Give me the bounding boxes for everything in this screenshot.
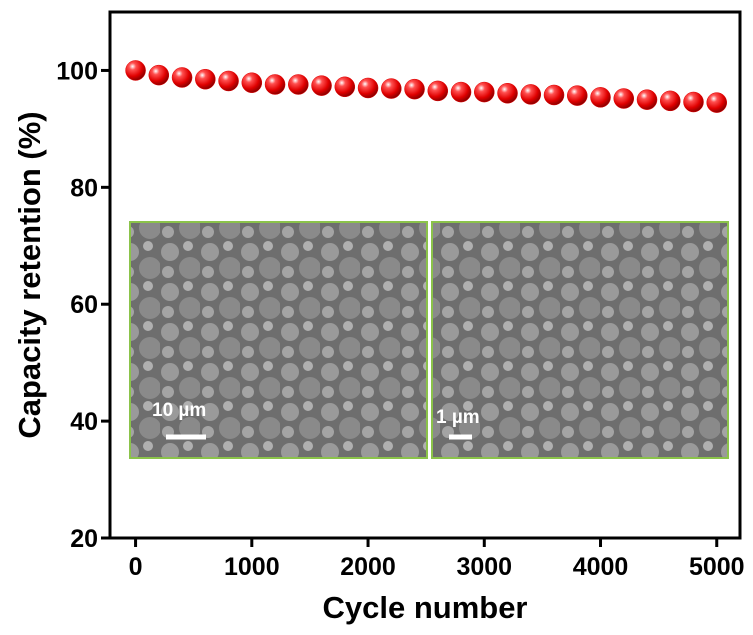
x-tick-label: 5000 [689,553,745,581]
data-point [218,70,239,92]
data-point [427,80,449,102]
y-tick-label: 80 [70,174,98,202]
y-tick-label: 40 [70,408,98,436]
x-tick-label: 0 [129,553,143,581]
data-point [311,75,332,96]
data-point [706,92,728,113]
data-point [357,77,379,99]
data-point [474,81,495,103]
data-point [171,67,193,88]
x-axis-title: Cycle number [322,590,527,625]
data-point [288,74,309,95]
data-point [450,81,472,103]
data-point [520,84,542,105]
data-point [590,87,611,108]
inset-right: 1 µm [431,221,729,459]
sem-image [129,221,428,459]
plot-frame [108,10,742,540]
sem-image [431,221,729,459]
y-axis-title: Capacity retention (%) [12,111,47,438]
x-tick-label: 3000 [456,553,512,581]
data-point [497,82,518,104]
data-point [195,68,216,90]
inset-left: 10 µm [129,221,428,459]
data-point [683,91,704,113]
y-tick-label: 20 [70,525,98,553]
data-point [381,78,402,99]
data-point [241,72,263,93]
data-point [125,60,146,81]
data-point [660,90,681,112]
data-point [404,78,425,100]
scale-label: 10 µm [152,400,206,421]
x-tick-label: 4000 [573,553,629,581]
data-point [264,74,286,95]
data-point [613,88,635,109]
y-tick-label: 60 [70,291,98,319]
y-tick-label: 100 [56,57,98,85]
scale-label: 1 µm [436,407,480,428]
data-point [543,84,565,106]
data-point [334,76,356,98]
x-tick-label: 2000 [340,553,396,581]
x-tick-label: 1000 [224,553,280,581]
data-point [567,85,588,106]
data-point [636,89,658,110]
data-point [148,64,170,86]
